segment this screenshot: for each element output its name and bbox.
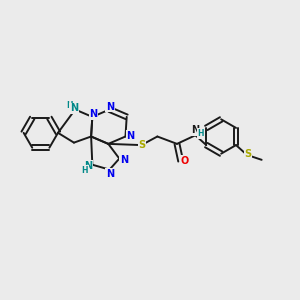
Text: H: H [197, 129, 204, 138]
Text: N: N [89, 110, 98, 119]
Text: N: N [106, 102, 114, 112]
Text: O: O [181, 156, 189, 166]
Text: S: S [244, 149, 251, 159]
Text: N: N [120, 155, 128, 165]
Text: H: H [82, 166, 88, 175]
Text: N: N [70, 103, 78, 113]
Text: N: N [85, 161, 93, 171]
Text: N: N [191, 125, 199, 135]
Text: N: N [126, 131, 134, 141]
Text: S: S [138, 140, 146, 150]
Text: H: H [67, 100, 73, 109]
Text: N: N [106, 169, 114, 179]
